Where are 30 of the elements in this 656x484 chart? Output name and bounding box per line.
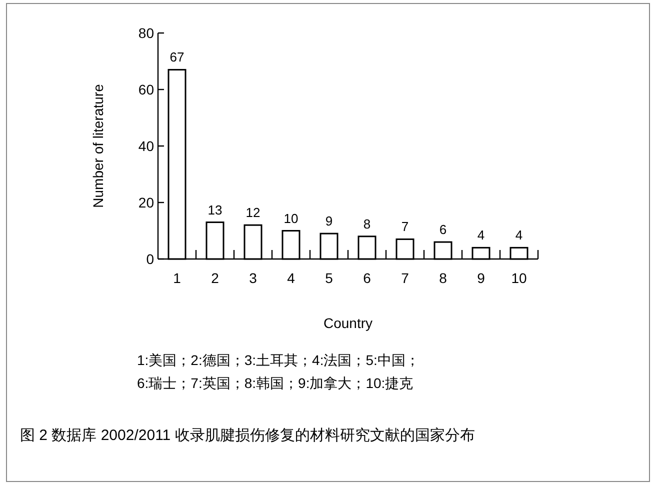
x-tick-label: 2 bbox=[211, 270, 220, 286]
data-label: 12 bbox=[246, 205, 260, 220]
x-tick-label: 3 bbox=[249, 270, 258, 286]
y-tick-label: 0 bbox=[146, 251, 154, 267]
data-label: 10 bbox=[284, 210, 298, 226]
y-tick-label: 40 bbox=[138, 138, 154, 154]
x-tick-label: 9 bbox=[477, 270, 486, 286]
data-label: 4 bbox=[515, 228, 523, 243]
x-tick-label: 7 bbox=[401, 270, 410, 286]
x-tick-label: 4 bbox=[287, 270, 296, 286]
data-label: 67 bbox=[170, 50, 184, 65]
x-tick-label: 8 bbox=[439, 270, 448, 286]
data-label: 6 bbox=[439, 222, 447, 238]
data-label: 9 bbox=[325, 214, 333, 229]
x-tick-label: 6 bbox=[363, 270, 372, 286]
y-axis-title: Number of literature bbox=[90, 84, 106, 208]
x-tick-label: 5 bbox=[325, 270, 334, 286]
data-label: 13 bbox=[208, 202, 222, 218]
x-axis-title: Country bbox=[323, 315, 373, 331]
y-tick-label: 20 bbox=[138, 194, 154, 210]
y-tick-label: 80 bbox=[138, 25, 154, 41]
x-tick-label: 10 bbox=[511, 270, 527, 286]
y-tick-label: 60 bbox=[138, 82, 154, 98]
text: 1:美国；2:德国；3:土耳其；4:法国；5:中国； bbox=[137, 352, 420, 368]
data-label: 8 bbox=[363, 216, 371, 232]
data-label: 4 bbox=[477, 228, 485, 243]
data-label: 7 bbox=[401, 219, 409, 234]
x-tick-label: 1 bbox=[173, 270, 182, 286]
text: 6:瑞士；7:英国；8:韩国；9:加拿大；10:捷克 bbox=[137, 375, 414, 391]
caption: 图 2 数据库 2002/2011 收录肌腱损伤修复的材料研究文献的国家分布 bbox=[20, 427, 475, 444]
